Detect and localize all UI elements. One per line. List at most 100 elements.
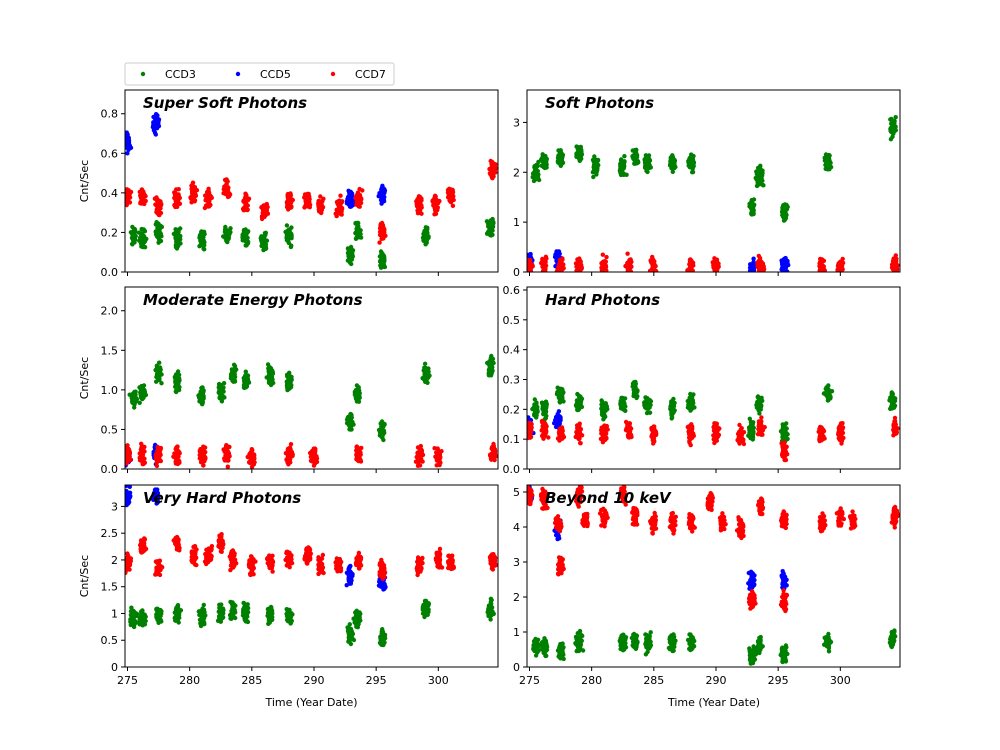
- data-point-ccd7: [493, 166, 498, 171]
- data-point-ccd7: [221, 191, 226, 196]
- data-point-ccd5: [347, 204, 353, 209]
- data-point-ccd7: [840, 266, 845, 271]
- y-tick-label: 2.0: [101, 305, 119, 318]
- data-point-ccd7: [286, 462, 291, 467]
- data-point-ccd3: [823, 162, 828, 168]
- data-point-ccd3: [889, 122, 895, 127]
- data-point-ccd7: [625, 251, 630, 256]
- data-point-ccd3: [750, 421, 755, 427]
- data-point-ccd3: [643, 403, 648, 408]
- data-point-ccd7: [436, 461, 442, 467]
- data-point-ccd3: [535, 163, 540, 168]
- data-point-ccd7: [175, 198, 181, 204]
- data-point-ccd3: [889, 391, 894, 397]
- data-point-ccd7: [891, 257, 896, 262]
- data-point-ccd3: [634, 390, 639, 395]
- data-point-ccd3: [175, 369, 181, 374]
- data-point-ccd3: [534, 403, 539, 409]
- data-point-ccd3: [201, 389, 206, 394]
- data-point-ccd5: [151, 114, 156, 120]
- data-point-ccd3: [271, 380, 276, 386]
- data-point-ccd3: [222, 395, 227, 400]
- data-point-ccd7: [311, 463, 317, 468]
- data-point-ccd7: [157, 202, 162, 207]
- data-point-ccd7: [447, 186, 452, 191]
- data-point-ccd5: [350, 201, 356, 206]
- data-point-ccd3: [635, 394, 640, 399]
- data-point-ccd3: [484, 231, 490, 236]
- data-point-ccd3: [156, 228, 161, 233]
- data-point-ccd3: [228, 374, 234, 379]
- data-point-ccd3: [289, 225, 294, 230]
- data-point-ccd3: [243, 369, 248, 374]
- data-point-ccd3: [198, 243, 203, 248]
- data-point-ccd7: [688, 268, 693, 272]
- data-point-ccd3: [889, 405, 894, 410]
- data-point-ccd3: [782, 434, 788, 439]
- data-point-ccd5: [780, 260, 786, 265]
- data-point-ccd3: [422, 361, 428, 366]
- data-point-ccd3: [644, 168, 649, 174]
- data-point-ccd7: [156, 458, 161, 463]
- data-point-ccd3: [217, 389, 223, 394]
- data-point-ccd3: [591, 174, 596, 180]
- data-point-ccd3: [381, 437, 386, 443]
- data-point-ccd3: [140, 394, 146, 399]
- data-point-ccd7: [761, 264, 766, 269]
- data-point-ccd3: [263, 238, 268, 243]
- data-point-ccd3: [747, 416, 752, 421]
- data-point-ccd3: [578, 150, 584, 156]
- data-point-ccd3: [131, 234, 137, 240]
- data-point-ccd3: [888, 137, 894, 142]
- data-point-ccd3: [779, 209, 785, 215]
- data-point-ccd3: [158, 367, 163, 372]
- data-point-ccd3: [560, 154, 565, 160]
- data-point-ccd7: [430, 199, 435, 204]
- data-point-ccd3: [488, 355, 494, 361]
- data-point-ccd7: [713, 275, 717, 279]
- data-point-ccd3: [889, 126, 895, 131]
- data-point-ccd3: [532, 413, 537, 418]
- data-point-ccd7: [141, 193, 147, 199]
- data-point-ccd5: [554, 258, 559, 264]
- series-ccd3: [128, 216, 496, 270]
- data-point-ccd7: [527, 257, 530, 262]
- data-point-ccd7: [205, 194, 210, 199]
- series-ccd7: [527, 251, 900, 279]
- data-point-ccd3: [140, 242, 145, 248]
- data-point-ccd3: [670, 169, 675, 174]
- panel-points: [527, 115, 900, 279]
- data-point-ccd7: [355, 195, 361, 200]
- data-point-ccd7: [222, 184, 227, 189]
- data-point-ccd7: [377, 240, 382, 245]
- data-point-ccd7: [527, 261, 531, 266]
- data-point-ccd3: [748, 203, 753, 209]
- data-point-ccd3: [137, 400, 142, 405]
- data-point-ccd3: [782, 422, 787, 428]
- series-ccd3: [530, 379, 898, 446]
- data-point-ccd7: [576, 273, 580, 277]
- data-point-ccd5: [750, 261, 755, 267]
- data-point-ccd3: [243, 227, 248, 232]
- data-point-ccd3: [490, 216, 495, 222]
- data-point-ccd7: [490, 176, 495, 181]
- data-point-ccd7: [820, 273, 824, 277]
- y-tick-label: 1.0: [101, 384, 119, 397]
- data-point-ccd3: [621, 164, 626, 170]
- data-point-ccd7: [435, 452, 440, 457]
- data-point-ccd3: [354, 383, 360, 388]
- data-point-ccd7: [139, 187, 145, 192]
- data-point-ccd7: [493, 162, 498, 167]
- data-point-ccd7: [309, 457, 315, 462]
- data-point-ccd7: [173, 455, 178, 461]
- data-point-ccd3: [285, 374, 290, 379]
- data-point-ccd7: [286, 454, 291, 459]
- data-point-ccd3: [747, 430, 752, 435]
- data-point-ccd7: [600, 252, 605, 257]
- data-point-ccd7: [225, 194, 231, 200]
- data-point-ccd3: [244, 382, 249, 387]
- data-point-ccd3: [621, 402, 627, 407]
- data-point-ccd7: [284, 204, 290, 210]
- data-point-ccd3: [757, 411, 762, 416]
- series-ccd7: [527, 415, 900, 463]
